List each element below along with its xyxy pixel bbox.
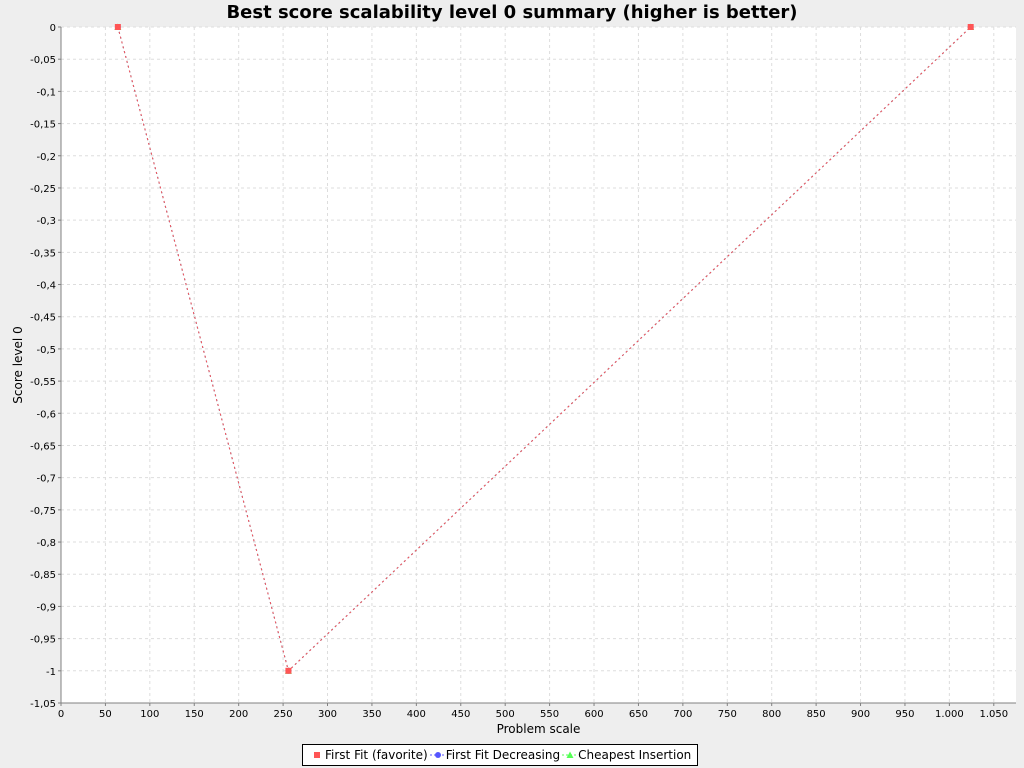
y-tick-label: -0,9	[36, 602, 56, 613]
y-tick-label: -0,3	[36, 216, 56, 227]
x-tick-label: 500	[496, 709, 515, 720]
x-tick-label: 50	[99, 709, 112, 720]
chart-title: Best score scalability level 0 summary (…	[226, 2, 798, 23]
y-tick-label: -0,45	[30, 313, 56, 324]
y-tick-label: -0,85	[30, 570, 56, 581]
data-point	[285, 667, 292, 674]
y-tick-label: -0,15	[30, 120, 56, 131]
x-tick-label: 350	[362, 709, 381, 720]
plot-area	[61, 27, 1016, 703]
y-tick-label: -0,95	[30, 635, 56, 646]
legend-swatch-square-icon	[309, 749, 325, 761]
x-axis-title: Problem scale	[497, 722, 581, 736]
y-tick-label: -1	[46, 667, 56, 678]
y-tick-label: 0	[50, 23, 56, 34]
x-tick-label: 250	[274, 709, 293, 720]
legend-marker	[434, 752, 441, 758]
x-tick-label: 850	[807, 709, 826, 720]
legend-marker	[314, 752, 320, 758]
legend-swatch-triangle-icon	[562, 749, 579, 761]
x-tick-label: 550	[540, 709, 559, 720]
x-tick-label: 600	[584, 709, 603, 720]
y-tick-label: -0,65	[30, 441, 56, 452]
legend-label: First Fit (favorite)	[325, 748, 428, 762]
legend-label: Cheapest Insertion	[578, 748, 692, 762]
y-tick-label: -0,4	[36, 281, 56, 292]
axes: 0 50 100 150 200 250 300 350 400 450 500 550 600 650 7…	[30, 23, 1016, 720]
series-first-fit-favorite	[114, 24, 974, 674]
y-tick-label: -0,2	[36, 152, 56, 163]
x-tick-label: 650	[629, 709, 648, 720]
y-tick-label: -1,05	[30, 699, 56, 710]
data-point	[114, 24, 121, 30]
x-tick-label: 700	[673, 709, 692, 720]
legend-item: First Fit Decreasing	[429, 748, 562, 762]
x-tick-label: 450	[451, 709, 470, 720]
x-tick-label: 400	[407, 709, 426, 720]
x-tick-label: 900	[851, 709, 870, 720]
legend-marker	[566, 751, 574, 758]
legend-label: First Fit Decreasing	[445, 748, 561, 762]
legend-swatch-circle-icon	[429, 749, 446, 761]
x-tick-label: 1.050	[979, 709, 1008, 720]
grid-lines	[60, 26, 1016, 704]
x-tick-label: 150	[185, 709, 204, 720]
chart-plot: 0 50 100 150 200 250 300 350 400 450 500 550 600 650 7…	[11, 23, 1016, 736]
x-tick-label: 300	[318, 709, 337, 720]
data-point	[967, 24, 974, 30]
x-tick-label: 100	[140, 709, 159, 720]
y-tick-label: -0,1	[36, 87, 56, 98]
x-tick-label: 0	[58, 709, 64, 720]
x-tick-label: 800	[762, 709, 781, 720]
legend-item: Cheapest Insertion	[562, 748, 693, 762]
y-tick-label: -0,8	[36, 538, 56, 549]
y-tick-label: -0,05	[30, 55, 56, 66]
x-tick-label: 200	[229, 709, 248, 720]
series-layer	[114, 23, 975, 674]
y-tick-label: -0,75	[30, 506, 56, 517]
x-tick-label: 1.000	[935, 709, 964, 720]
y-tick-label: -0,35	[30, 248, 56, 259]
y-tick-label: -0,6	[36, 409, 56, 420]
y-tick-label: -0,25	[30, 184, 56, 195]
y-axis-title: Score level 0	[11, 326, 25, 403]
y-tick-label: -0,55	[30, 377, 56, 388]
y-tick-label: -0,7	[36, 474, 56, 485]
y-tick-label: -0,5	[36, 345, 56, 356]
x-tick-label: 950	[895, 709, 914, 720]
legend-item: First Fit (favorite)	[309, 748, 430, 762]
chart-legend: First Fit (favorite) First Fit Decreasing…	[302, 744, 699, 766]
x-tick-label: 750	[718, 709, 737, 720]
